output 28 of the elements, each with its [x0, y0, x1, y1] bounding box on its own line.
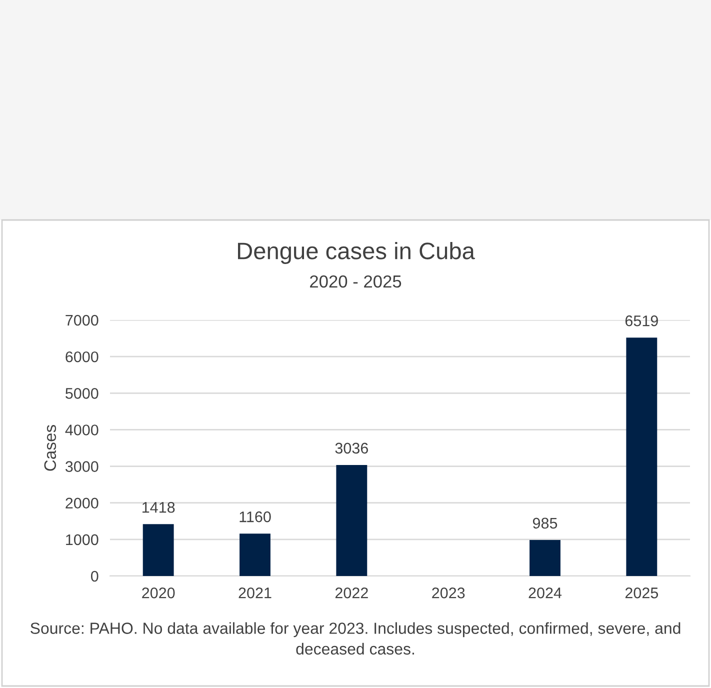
x-tick-label: 2023	[432, 588, 465, 598]
y-tick-label: 1000	[66, 534, 98, 546]
y-tick-label: 7000	[66, 314, 98, 326]
y-tick-label: 0	[90, 570, 98, 582]
y-tick-label: 2000	[66, 498, 98, 509]
data-label: 6519	[625, 315, 658, 326]
bar	[626, 338, 658, 576]
x-tick-label: 2020	[142, 588, 175, 598]
y-tick-label: 5000	[66, 388, 98, 399]
data-label: 1160	[240, 511, 271, 522]
x-tick-label: 2022	[335, 588, 368, 598]
x-tick-label: 2024	[528, 588, 562, 598]
chart-subtitle: 2020 - 2025	[310, 275, 402, 288]
chart-title: Dengue cases in Cuba	[238, 242, 475, 264]
y-tick-label: 6000	[66, 351, 98, 362]
data-label: 3036	[335, 442, 368, 454]
data-label: 1418	[142, 502, 175, 513]
x-tick-label: 2025	[625, 588, 658, 598]
y-tick-label: 3000	[65, 461, 98, 472]
bar	[142, 524, 174, 576]
bar	[336, 464, 368, 576]
source-note: Source: PAHO. No data available for year 2023. Includes suspected, confirmed, severe, and deceased cases.	[30, 622, 680, 655]
bar	[240, 534, 270, 576]
y-axis-title: Cases	[44, 424, 56, 471]
bar	[530, 540, 560, 576]
data-label: 985	[532, 518, 558, 529]
y-tick-label: 4000	[65, 424, 98, 436]
x-tick-label: 2021	[238, 588, 272, 598]
